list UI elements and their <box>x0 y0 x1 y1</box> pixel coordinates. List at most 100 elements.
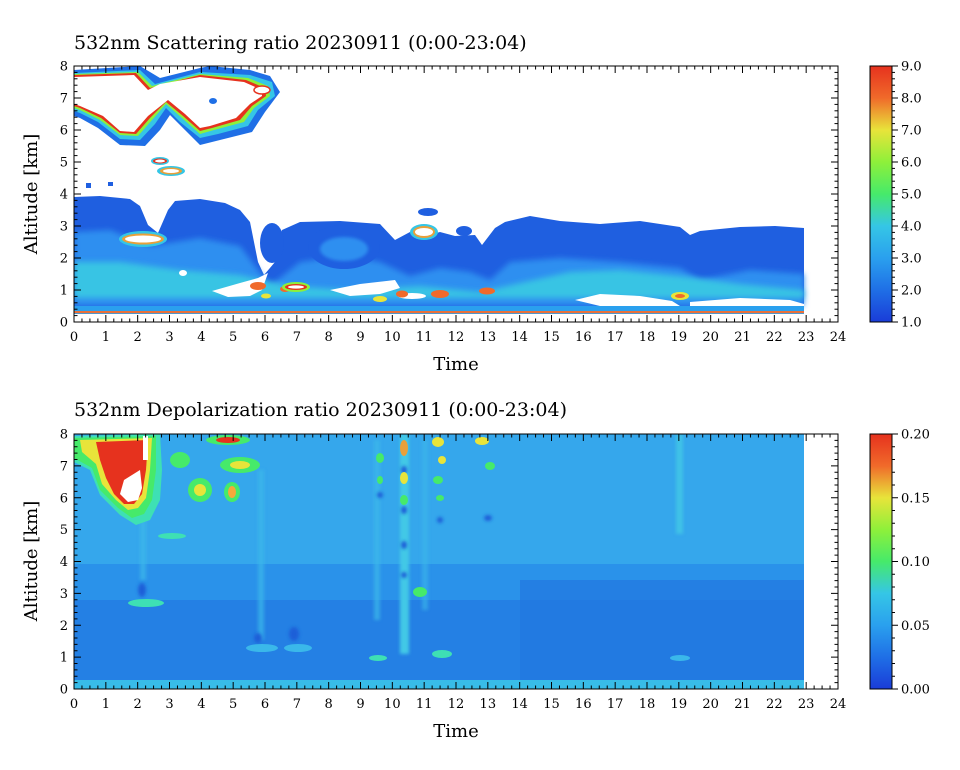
x-tick-label: 24 <box>830 330 847 345</box>
y-tick-label: 6 <box>60 491 68 506</box>
depolarization-colorbar <box>869 433 893 690</box>
x-tick-label: 23 <box>798 330 815 345</box>
y-tick-label: 1 <box>60 651 68 666</box>
colorbar-tick-label: 9.0 <box>901 60 922 75</box>
depol-cloud-low2 <box>284 644 312 652</box>
y-tick-label: 0 <box>60 316 68 331</box>
x-tick-label: 20 <box>702 330 719 345</box>
x-tick-label: 19 <box>671 330 688 345</box>
x-tick-label: 22 <box>766 697 783 712</box>
x-tick-label: 6 <box>261 330 269 345</box>
colorbar-tick-label: 3.0 <box>901 252 922 267</box>
scattering-ratio-panel: 532nm Scattering ratio 20230911 (0:00-23… <box>21 32 922 375</box>
y-tick-label: 4 <box>60 188 68 203</box>
x-tick-label: 2 <box>134 330 142 345</box>
x-tick-label: 1 <box>102 697 110 712</box>
cloud-mid-3 <box>456 226 472 236</box>
colorbar-tick-label: 1.0 <box>901 316 922 331</box>
x-tick-label: 8 <box>325 697 333 712</box>
colorbar-tick-label: 5.0 <box>901 188 922 203</box>
x-tick-label: 1 <box>102 330 110 345</box>
colorbar-tick-label: 2.0 <box>901 284 922 299</box>
depol-patches-4-6 <box>170 435 260 502</box>
depolarization-axes: 0 1 2 3 4 5 6 7 8 9 10 11 12 13 14 15 16 17 18 19 20 21 22 23 24… <box>60 428 847 713</box>
colorbar-tick-label: 0.05 <box>901 619 930 634</box>
depol-cloud-2 <box>128 599 164 607</box>
x-tick-label: 18 <box>639 697 656 712</box>
x-tick-label: 4 <box>197 330 205 345</box>
scattering-heatmap <box>74 66 804 314</box>
scattering-chart-title: 532nm Scattering ratio 20230911 (0:00-23… <box>74 32 527 54</box>
y-tick-label: 5 <box>60 156 68 171</box>
depolarization-ylabel: Altitude [km] <box>21 501 42 623</box>
colorbar-tick-label: 0.10 <box>901 555 930 570</box>
cloud-mid-1 <box>260 223 284 263</box>
x-tick-label: 6 <box>261 697 269 712</box>
y-tick-label: 2 <box>60 252 68 267</box>
cloud-mid-4 <box>418 208 438 216</box>
x-tick-label: 22 <box>766 330 783 345</box>
depolarization-xlabel: Time <box>433 721 478 742</box>
depolarization-ratio-panel: 532nm Depolarization ratio 20230911 (0:0… <box>21 399 930 742</box>
surface-band-blue <box>74 306 804 314</box>
colorbar-tick-label: 0.15 <box>901 491 930 506</box>
y-tick-label: 7 <box>60 92 68 107</box>
x-tick-label: 3 <box>165 697 173 712</box>
x-tick-label: 17 <box>607 330 624 345</box>
depol-cirrus-white <box>120 470 142 502</box>
x-tick-label: 13 <box>480 330 497 345</box>
x-tick-label: 21 <box>734 697 751 712</box>
depolarization-chart-title: 532nm Depolarization ratio 20230911 (0:0… <box>74 399 567 421</box>
x-tick-label: 10 <box>384 697 401 712</box>
depol-dark-spots <box>138 466 492 643</box>
x-tick-label: 15 <box>543 330 560 345</box>
x-tick-label: 15 <box>543 697 560 712</box>
x-tick-label: 3 <box>165 330 173 345</box>
y-tick-label: 6 <box>60 124 68 139</box>
y-tick-label: 8 <box>60 428 68 443</box>
x-tick-label: 7 <box>293 330 301 345</box>
x-tick-label: 14 <box>511 330 528 345</box>
x-tick-label: 18 <box>639 330 656 345</box>
scattering-xlabel: Time <box>433 354 478 375</box>
depol-cirrus-white-strip <box>143 436 148 460</box>
strong-clouds <box>119 157 689 302</box>
x-tick-label: 16 <box>575 330 592 345</box>
scattering-ylabel: Altitude [km] <box>21 134 42 256</box>
depol-patches-9-13 <box>376 437 495 597</box>
x-tick-label: 12 <box>448 697 465 712</box>
x-tick-label: 2 <box>134 697 142 712</box>
depol-cloud-low4 <box>369 655 387 661</box>
x-tick-label: 21 <box>734 330 751 345</box>
x-tick-label: 10 <box>384 330 401 345</box>
y-tick-label: 1 <box>60 284 68 299</box>
depol-right-blue <box>520 580 804 689</box>
cirrus-blob <box>253 85 271 95</box>
cloud-mid-2b <box>320 237 368 261</box>
colorbar-tick-label: 0.20 <box>901 428 930 443</box>
y-tick-label: 2 <box>60 619 68 634</box>
x-tick-label: 13 <box>480 697 497 712</box>
y-tick-label: 5 <box>60 523 68 538</box>
depolarization-colorbar-ticks: 0.00 0.05 0.10 0.15 0.20 <box>892 428 930 698</box>
y-tick-label: 8 <box>60 60 68 75</box>
sfc-speck2 <box>108 182 113 186</box>
y-tick-label: 0 <box>60 683 68 698</box>
scattering-colorbar-ticks: 1.0 2.0 3.0 4.0 5.0 6.0 7.0 8.0 9.0 <box>892 60 922 331</box>
x-tick-label: 17 <box>607 697 624 712</box>
colorbar-tick-label: 0.00 <box>901 683 930 698</box>
x-tick-label: 14 <box>511 697 528 712</box>
x-tick-label: 4 <box>197 697 205 712</box>
x-tick-label: 9 <box>356 330 364 345</box>
cirrus-white <box>74 75 262 132</box>
colorbar-tick-label: 6.0 <box>901 156 922 171</box>
sfc-speck <box>86 183 91 188</box>
scattering-axes: 0 1 2 3 4 5 6 7 8 9 10 11 12 13 14 15 16 17 18 19 20 21 22 23 24… <box>60 60 847 346</box>
cirrus-blob2 <box>209 98 217 104</box>
scattering-colorbar <box>869 65 893 323</box>
x-tick-label: 9 <box>356 697 364 712</box>
x-tick-label: 7 <box>293 697 301 712</box>
y-tick-label: 3 <box>60 587 68 602</box>
x-tick-label: 12 <box>448 330 465 345</box>
